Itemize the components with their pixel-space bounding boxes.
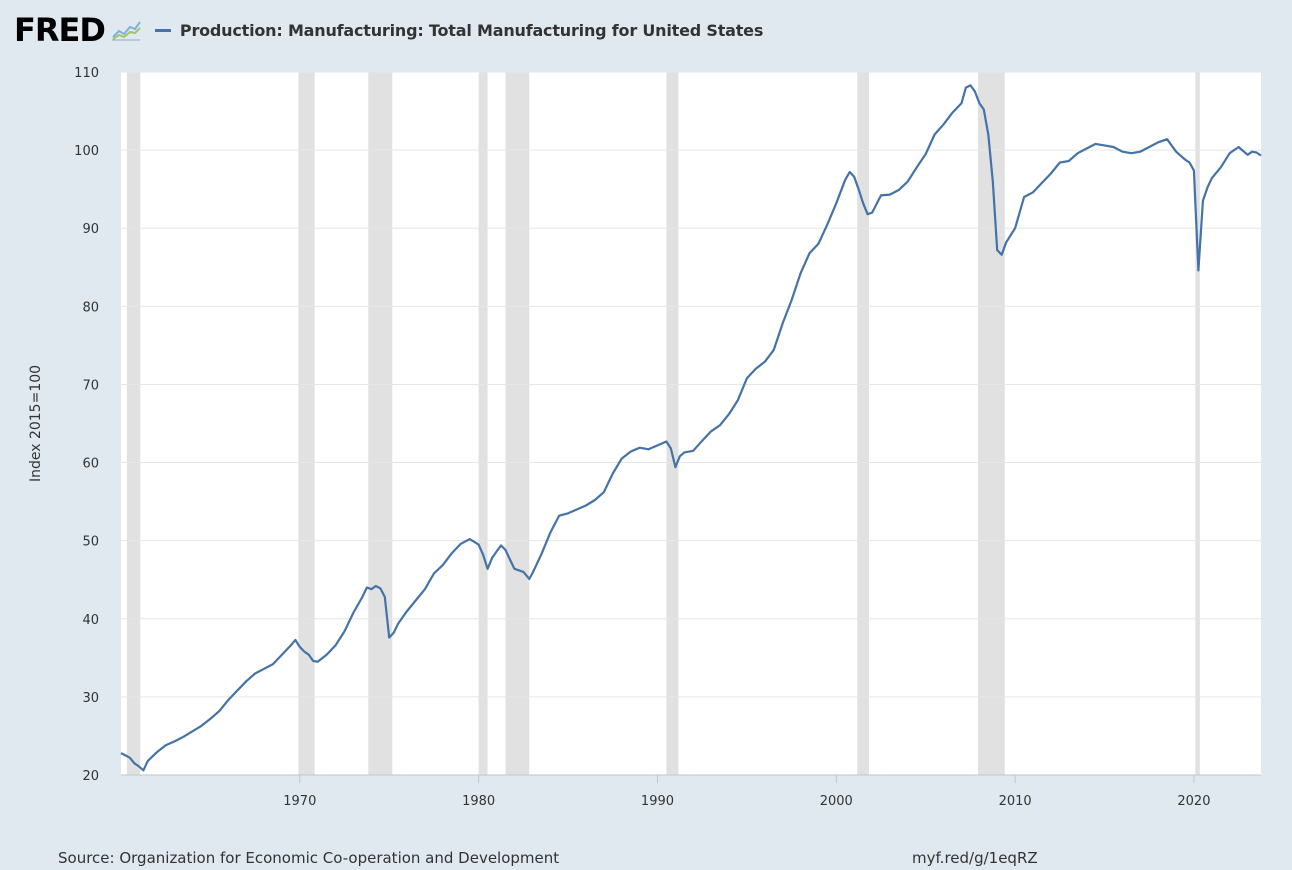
fred-graph-icon (111, 21, 141, 41)
y-tick-label: 90 (82, 222, 99, 237)
y-tick-label: 20 (82, 769, 99, 784)
fred-logo[interactable]: FRED (14, 14, 141, 46)
y-tick-label: 60 (82, 457, 99, 472)
recession-band (1195, 72, 1200, 775)
x-tick-label: 2000 (820, 794, 853, 809)
chart-legend: Production: Manufacturing: Total Manufac… (154, 20, 764, 40)
x-tick-label: 2020 (1177, 794, 1210, 809)
x-tick-label: 2010 (999, 794, 1032, 809)
recession-band (298, 72, 315, 775)
recession-band (478, 72, 488, 775)
y-tick-label: 80 (82, 300, 99, 315)
fred-logo-text: FRED (14, 11, 106, 49)
x-tick-label: 1970 (283, 794, 316, 809)
y-tick-label: 30 (82, 691, 99, 706)
x-tick-label: 1990 (641, 794, 674, 809)
chart-header: FRED Production: Manufacturing: Total Ma… (14, 10, 763, 50)
legend-swatch (154, 28, 171, 32)
recession-band (857, 72, 870, 775)
recession-band (666, 72, 679, 775)
recession-band (977, 72, 1005, 775)
short-url-link[interactable]: myf.red/g/1eqRZ (912, 849, 1038, 867)
recession-band (126, 72, 141, 775)
y-axis-label: Index 2015=100 (28, 365, 44, 482)
y-tick-label: 40 (82, 613, 99, 628)
source-note: Source: Organization for Economic Co-ope… (58, 849, 560, 867)
x-tick-label: 1980 (462, 794, 495, 809)
y-tick-label: 110 (74, 66, 99, 81)
y-tick-label: 50 (82, 535, 99, 550)
chart-title: Production: Manufacturing: Total Manufac… (179, 20, 764, 40)
y-tick-label: 70 (82, 378, 99, 393)
recession-band (368, 72, 393, 775)
y-tick-label: 100 (74, 144, 99, 159)
series-line (120, 84, 1262, 772)
recession-band (505, 72, 530, 775)
plot-background (121, 72, 1261, 775)
